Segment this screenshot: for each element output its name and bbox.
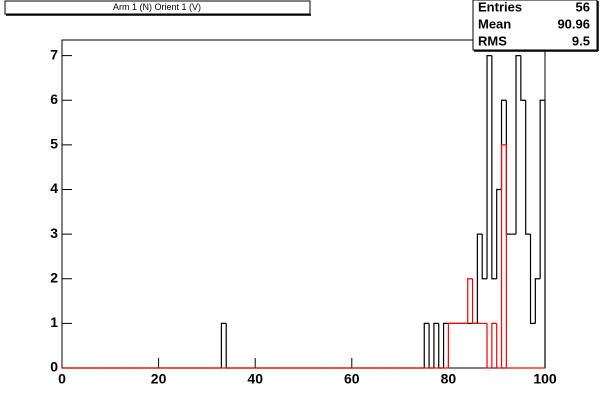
histogram-bin: [539, 99, 546, 368]
stats: Entries 56 Mean 90.96 RMS 9.5: [478, 0, 590, 48]
histogram-bin: [447, 322, 454, 368]
histogram-bin: [496, 188, 502, 279]
stat-label: Mean: [478, 16, 511, 31]
histogram-bin: [496, 323, 502, 369]
histogram-bin: [500, 144, 507, 368]
y-tick-label: 2: [50, 269, 58, 285]
stat-value: 9.5: [572, 33, 590, 48]
stat-value: 56: [576, 0, 590, 14]
x-tick-label: 20: [151, 371, 167, 387]
histogram-bin: [476, 233, 483, 324]
y-tick-label: 4: [50, 180, 58, 196]
y-tick-label: 3: [50, 225, 58, 241]
x-tick-label: 100: [533, 371, 557, 387]
x-tick-label: 40: [247, 371, 263, 387]
y-tick-label: 6: [50, 91, 58, 107]
stat-value: 90.96: [557, 16, 590, 31]
y-tick-label: 7: [50, 46, 58, 62]
histogram-bin: [471, 278, 478, 324]
histogram-bin: [529, 234, 536, 324]
y-tick-label: 1: [50, 314, 58, 330]
histogram-bin: [486, 323, 492, 369]
histogram-bin: [491, 322, 497, 368]
histogram-bin: [423, 322, 430, 368]
histogram-bin: [534, 278, 541, 324]
histogram-bin: [220, 322, 227, 368]
histogram-bin: [520, 55, 526, 101]
y-tick-label: 0: [50, 359, 58, 375]
histogram-bin: [505, 144, 512, 369]
histogram-bin: [525, 100, 531, 235]
stat-label: RMS: [478, 33, 507, 48]
x-tick-label: 0: [58, 371, 66, 387]
chart-title: Arm 1 (N) Orient 1 (V): [113, 2, 201, 12]
stats-box: [472, 0, 598, 51]
title-box: [4, 0, 311, 15]
x-tick-label: 60: [344, 371, 360, 387]
x-tick-label: 80: [441, 371, 457, 387]
y-tick-label: 5: [50, 136, 58, 152]
histogram-bin: [467, 278, 473, 324]
histogram-bin: [433, 322, 439, 368]
histogram-bin: [442, 322, 449, 368]
histogram-bin: [491, 55, 497, 280]
histogram-bin: [481, 234, 488, 280]
plot-area: 0 1 2 3 4 5 6 7 0 20 40 60 80 100: [50, 46, 557, 386]
histogram-bin: [515, 55, 521, 235]
stat-label: Entries: [478, 0, 522, 14]
histogram-bin: [486, 55, 492, 279]
